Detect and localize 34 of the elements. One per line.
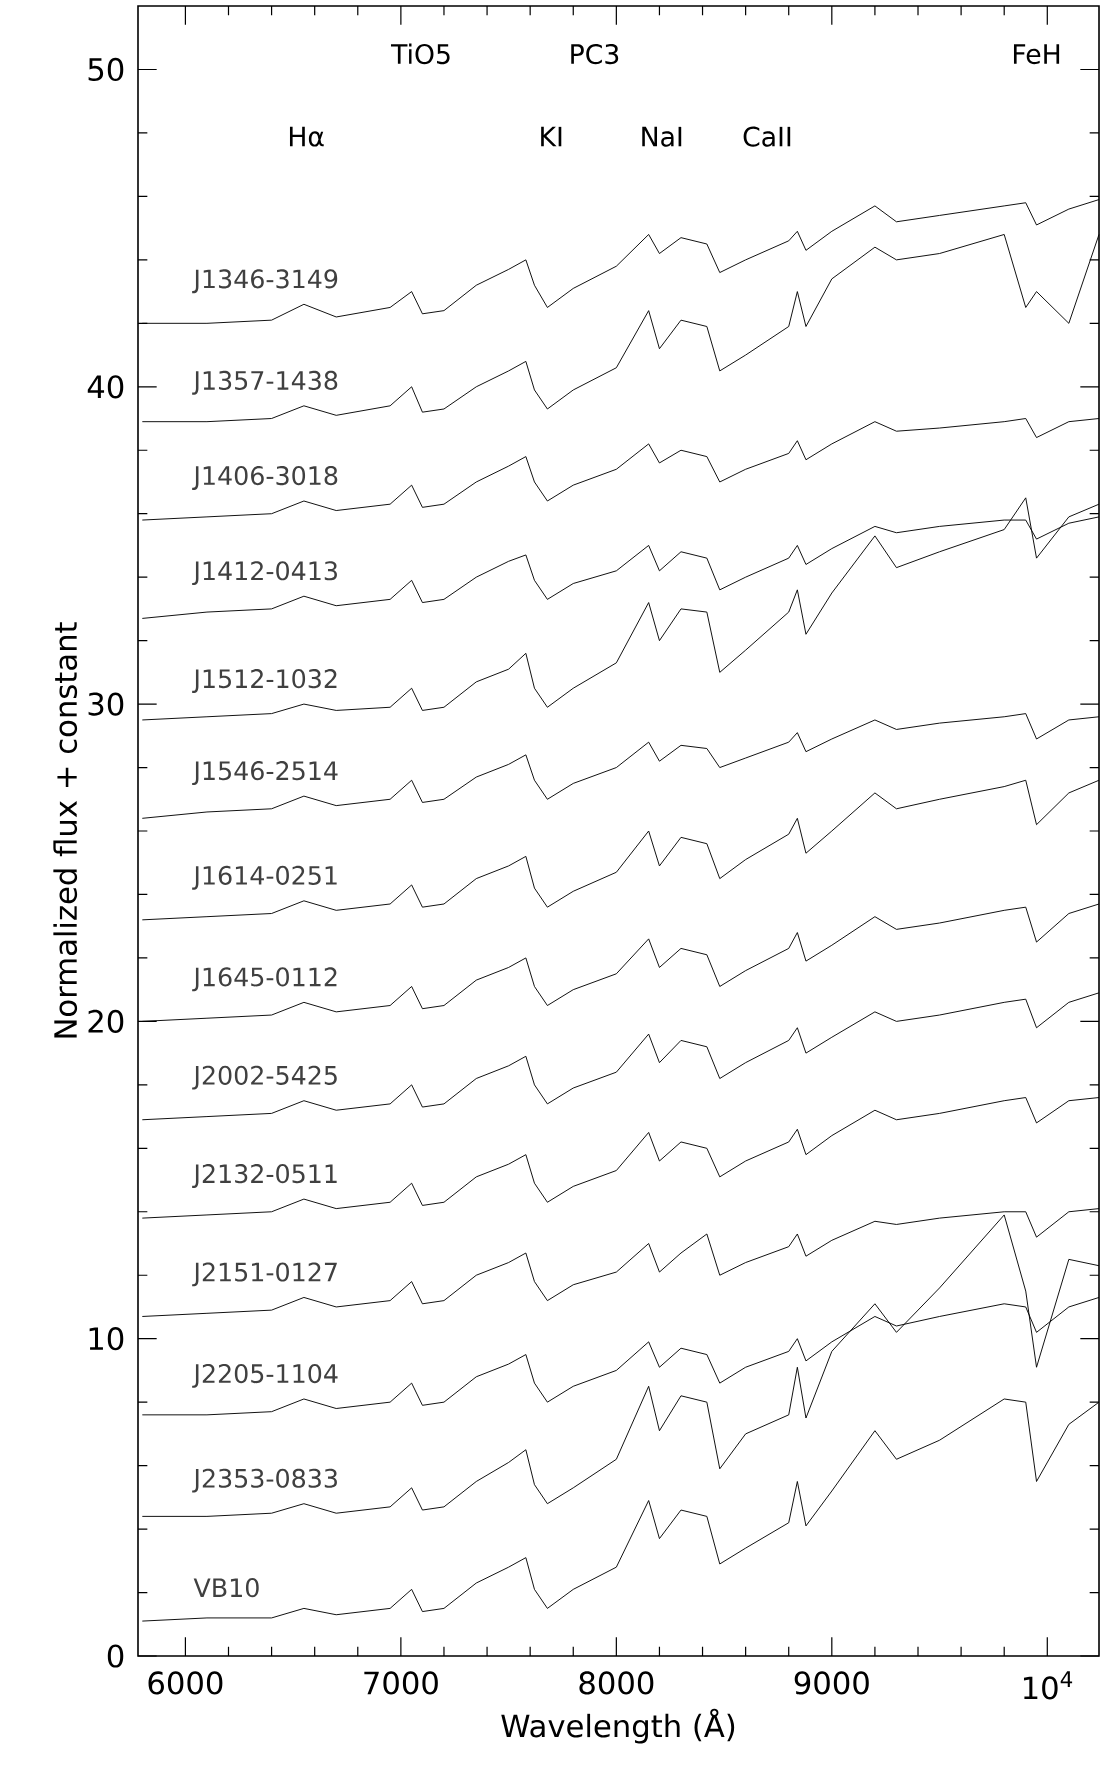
y-tick-label: 40 xyxy=(87,375,124,399)
y-tick-label: 20 xyxy=(88,1009,124,1033)
x-axis-title: Wavelength (Å) xyxy=(501,1708,735,1744)
series-label: J2205-1104 xyxy=(192,1363,338,1388)
legend-label: VB10 xyxy=(193,1578,259,1598)
y-tick-label: 30 xyxy=(88,692,124,716)
legend-label: J1357-1438 xyxy=(192,370,338,395)
y-axis-title: Normalized flux + constant xyxy=(53,622,78,1038)
series-label: J1512-1032 xyxy=(192,669,337,693)
series-label: J1346-3149 xyxy=(192,269,338,294)
y-tick-label: 0 xyxy=(107,1644,124,1668)
x-tick-label: 7000 xyxy=(364,1671,438,1695)
series-label: J1645-0112 xyxy=(192,967,337,992)
legend-label: J1412-0413 xyxy=(192,561,337,586)
legend-label: J2151-0127 xyxy=(192,1262,337,1287)
legend-label: J2002-5425 xyxy=(192,1065,337,1090)
annotation: TiO5 xyxy=(390,43,450,65)
y-tick-label: 10 xyxy=(89,1327,124,1351)
series-label: J1406-3018 xyxy=(192,466,338,490)
annotation: FeH xyxy=(1013,44,1060,65)
legend-label: J2353-0833 xyxy=(192,1468,337,1493)
series-label: J2132-0511 xyxy=(192,1164,337,1188)
annotation: NaI xyxy=(642,126,682,147)
legend-label: J1546-2514 xyxy=(192,761,338,785)
annotation: PC3 xyxy=(571,43,619,65)
x-tick-label: 8000 xyxy=(579,1671,654,1695)
y-tick-label: 50 xyxy=(88,57,124,82)
x-tick-label: 9000 xyxy=(794,1671,869,1695)
annotation: Hα xyxy=(289,126,324,147)
x-tick-label: 10$^{4}$ xyxy=(1023,1671,1073,1700)
legend-label: J1614-0251 xyxy=(192,865,337,890)
x-tick-label: 6000 xyxy=(148,1671,223,1695)
annotation: KI xyxy=(541,126,562,147)
annotation: CaII xyxy=(743,126,791,147)
